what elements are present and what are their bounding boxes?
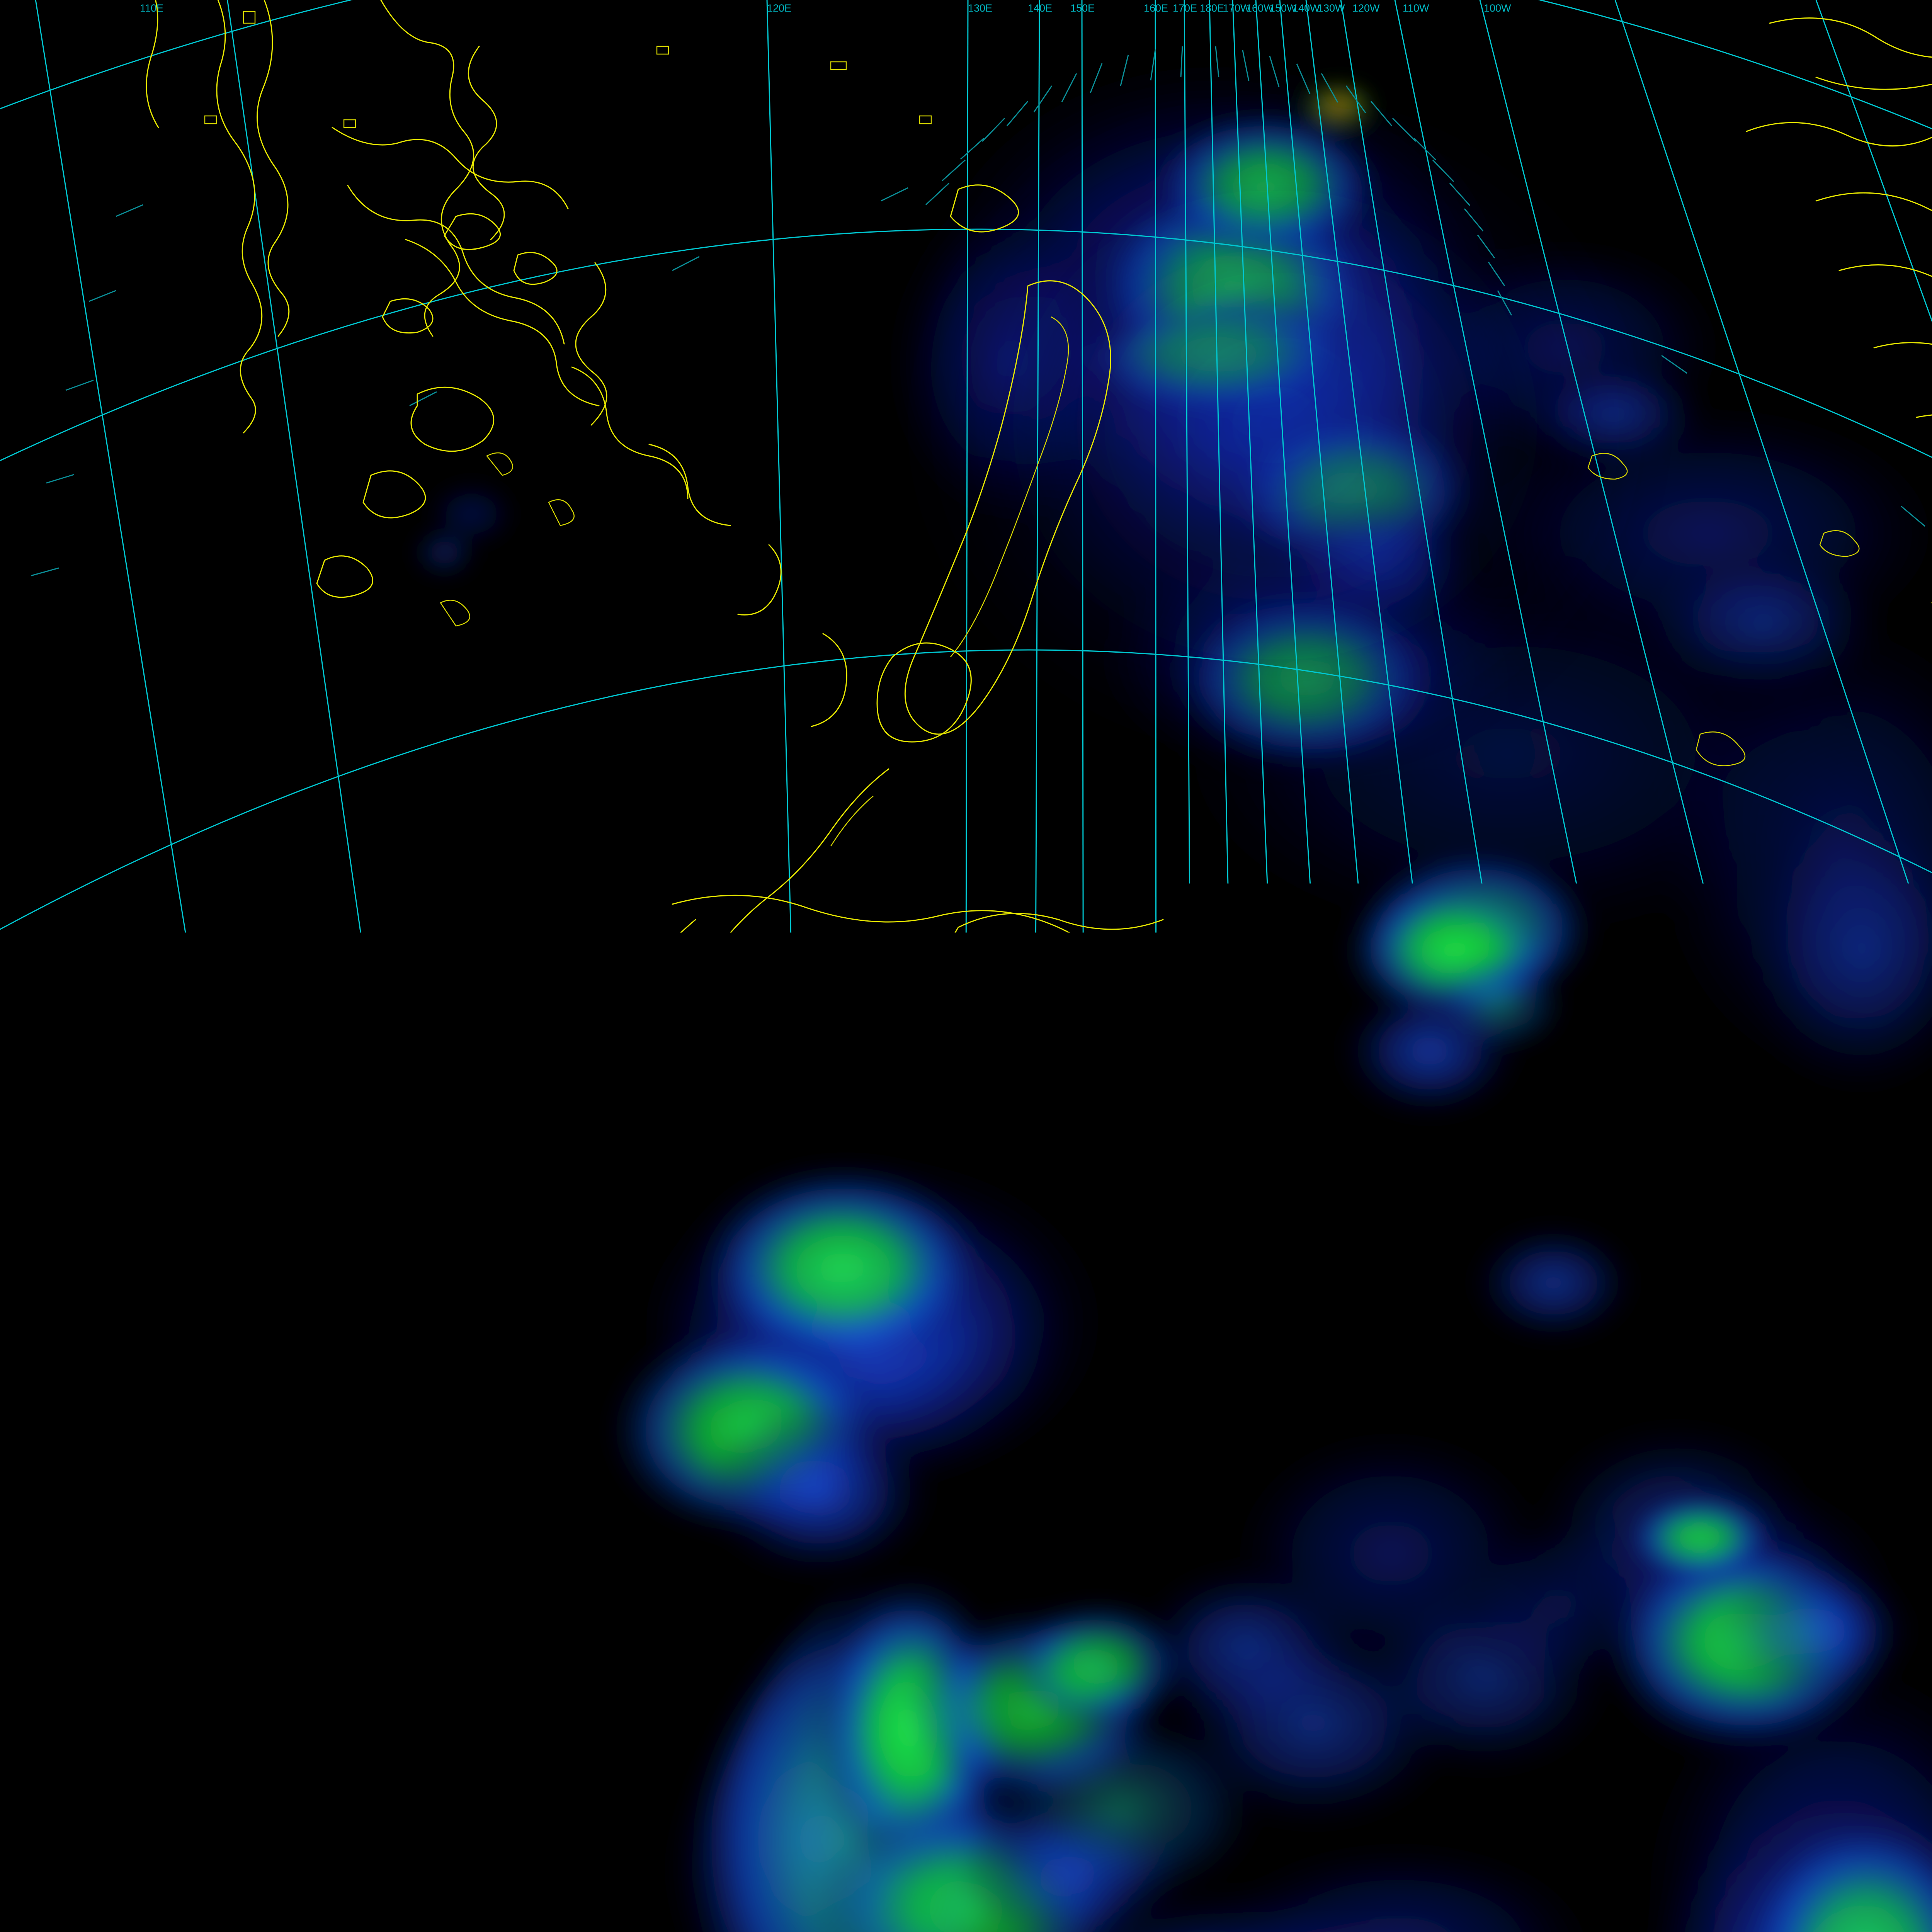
graticule-label: 130E — [968, 2, 992, 14]
satellite-image-canvas: 110E 120E 130E 140E 150E 160E 170E 180E … — [0, 0, 1932, 1932]
graticule-label: 120E — [767, 2, 791, 14]
graticule-label: 110E — [140, 2, 163, 14]
graticule-label: 130W — [1318, 2, 1345, 14]
graticule-label: 60N — [3, 1166, 22, 1178]
graticule-label: 160E — [1144, 2, 1168, 14]
graticule-label: 180E — [1200, 2, 1224, 14]
graticule-label: 120W — [1352, 2, 1380, 14]
graticule-label: 140E — [1028, 2, 1052, 14]
graticule-label: 110W — [1403, 2, 1429, 14]
graticule-label: 140W — [1293, 2, 1320, 14]
graticule-label: 170E — [1173, 2, 1197, 14]
graticule-label: 150E — [1070, 2, 1095, 14]
graticule-label: 100W — [1484, 2, 1511, 14]
map-render: 110E 120E 130E 140E 150E 160E 170E 180E … — [0, 0, 1932, 1932]
